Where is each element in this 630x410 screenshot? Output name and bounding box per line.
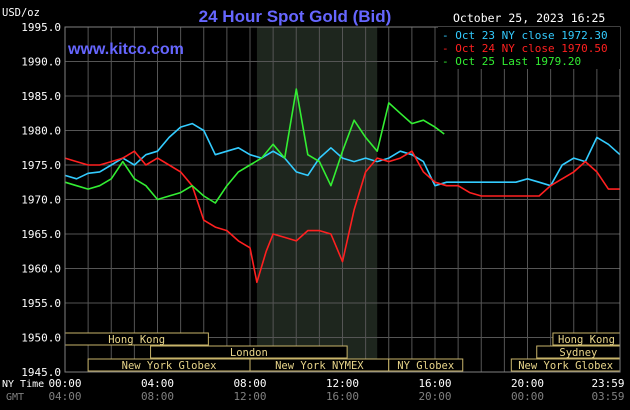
chart-title: 24 Hour Spot Gold (Bid) <box>199 7 392 26</box>
y-tick-label: 1945.0 <box>21 366 61 379</box>
legend: - Oct 23 NY close 1972.30- Oct 24 NY clo… <box>438 27 620 69</box>
y-axis-ticks: 1995.0 1990.0 1985.0 1980.0 1975.0 1970.0 1965… <box>21 21 61 379</box>
x-tick-label-ny: 00:00 <box>48 377 81 390</box>
y-tick-label: 1955.0 <box>21 297 61 310</box>
x-tick-label-gmt: 20:00 <box>418 390 451 403</box>
y-unit-label: USD/oz <box>2 7 40 19</box>
y-tick-label: 1950.0 <box>21 332 61 345</box>
y-tick-label: 1990.0 <box>21 56 61 69</box>
x-tick-label-gmt: 04:00 <box>48 390 81 403</box>
y-tick-label: 1970.0 <box>21 194 61 207</box>
legend-entry: - Oct 25 Last 1979.20 <box>442 55 581 68</box>
x-tick-label-ny: 23:59 <box>591 377 624 390</box>
x-row1-label: NY Time <box>2 379 44 390</box>
x-tick-label-ny: 16:00 <box>418 377 451 390</box>
y-tick-label: 1980.0 <box>21 125 61 138</box>
legend-entry: - Oct 23 NY close 1972.30 <box>442 29 608 42</box>
session-label: New York NYMEX <box>275 360 364 372</box>
series-line <box>64 88 445 204</box>
x-tick-label-gmt: 08:00 <box>141 390 174 403</box>
y-tick-label: 1960.0 <box>21 263 61 276</box>
session-label: New York Globex <box>122 360 217 372</box>
session-label: NY Globex <box>397 360 454 372</box>
x-tick-label-gmt: 03:59 <box>591 390 624 403</box>
x-tick-label-gmt: 12:00 <box>233 390 266 403</box>
x-tick-label-ny: 04:00 <box>141 377 174 390</box>
y-tick-label: 1985.0 <box>21 90 61 103</box>
x-tick-label-gmt: 00:00 <box>511 390 544 403</box>
x-axis-ticks: 00:0004:0004:0008:0008:0012:0012:0016:00… <box>48 377 624 403</box>
legend-entry: - Oct 24 NY close 1970.50 <box>442 42 608 55</box>
series-line <box>64 122 621 187</box>
grid-layer <box>65 26 620 373</box>
session-label: New York Globex <box>518 360 613 372</box>
x-tick-label-ny: 08:00 <box>233 377 266 390</box>
session-bar <box>388 358 464 372</box>
legend-box <box>438 27 620 69</box>
session-label: Hong Kong <box>108 334 165 346</box>
session-label: London <box>230 347 268 359</box>
session-bar <box>150 345 348 359</box>
y-tick-label: 1965.0 <box>21 228 61 241</box>
session-label: Sydney <box>559 347 597 359</box>
x-tick-label-ny: 20:00 <box>511 377 544 390</box>
y-tick-label: 1995.0 <box>21 21 61 34</box>
x-row2-label: GMT <box>6 392 24 403</box>
x-tick-label-gmt: 16:00 <box>326 390 359 403</box>
series-line <box>64 150 620 284</box>
session-label: Hong Kong <box>558 334 615 346</box>
plot-frame <box>64 26 621 373</box>
y-tick-label: 1975.0 <box>21 159 61 172</box>
site-label: www.kitco.com <box>67 41 184 58</box>
x-tick-label-ny: 12:00 <box>326 377 359 390</box>
series-lines-layer <box>64 88 621 284</box>
timestamp-label: October 25, 2023 16:25 <box>453 11 605 25</box>
